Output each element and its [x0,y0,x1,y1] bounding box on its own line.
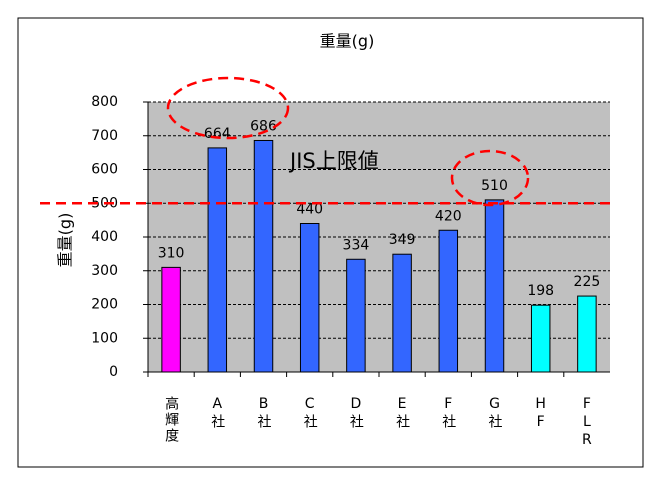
value-label: 440 [296,202,323,218]
x-tick-label: FLR [579,396,595,450]
y-tick-label: 0 [109,364,118,380]
bar [577,295,597,373]
bar [161,266,181,373]
x-tick-label: E社 [394,396,410,430]
y-axis-label: 重量(g) [56,213,75,268]
x-tick-label: G社 [487,396,503,430]
x-tick-label: A社 [209,396,225,430]
x-tick-label: C社 [302,396,318,430]
bar [346,258,366,373]
chart-title: 重量(g) [320,32,375,51]
highlight-ellipse [166,76,290,140]
value-label: 334 [343,237,370,253]
value-label: 420 [435,208,462,224]
y-tick-label: 700 [91,128,118,144]
y-tick-label: 300 [91,263,118,279]
value-label: 510 [481,178,508,194]
bar [438,229,459,373]
value-label: 198 [527,283,554,299]
bar [392,253,412,373]
y-tick-label: 400 [91,229,118,245]
value-label: 686 [250,118,277,134]
y-tick-label: 600 [91,162,118,178]
reference-label: JIS上限値 [288,149,379,173]
bar [484,199,505,373]
x-tick-label: 高輝度 [163,395,179,444]
bar [530,304,551,373]
x-tick-label: HF [533,396,549,432]
x-tick-label: B社 [256,396,272,430]
bar [207,147,228,373]
y-tick-label: 800 [91,94,118,110]
value-label: 664 [204,126,231,142]
value-label: 349 [389,232,416,248]
highlight-ellipse [450,149,530,207]
value-label: 310 [158,245,185,261]
y-tick-label: 200 [91,297,118,313]
bar [253,139,274,373]
value-label: 225 [574,274,601,290]
bar [299,223,320,373]
y-tick-label: 100 [91,330,118,346]
x-tick-label: F社 [440,396,456,430]
x-tick-label: D社 [348,396,364,430]
